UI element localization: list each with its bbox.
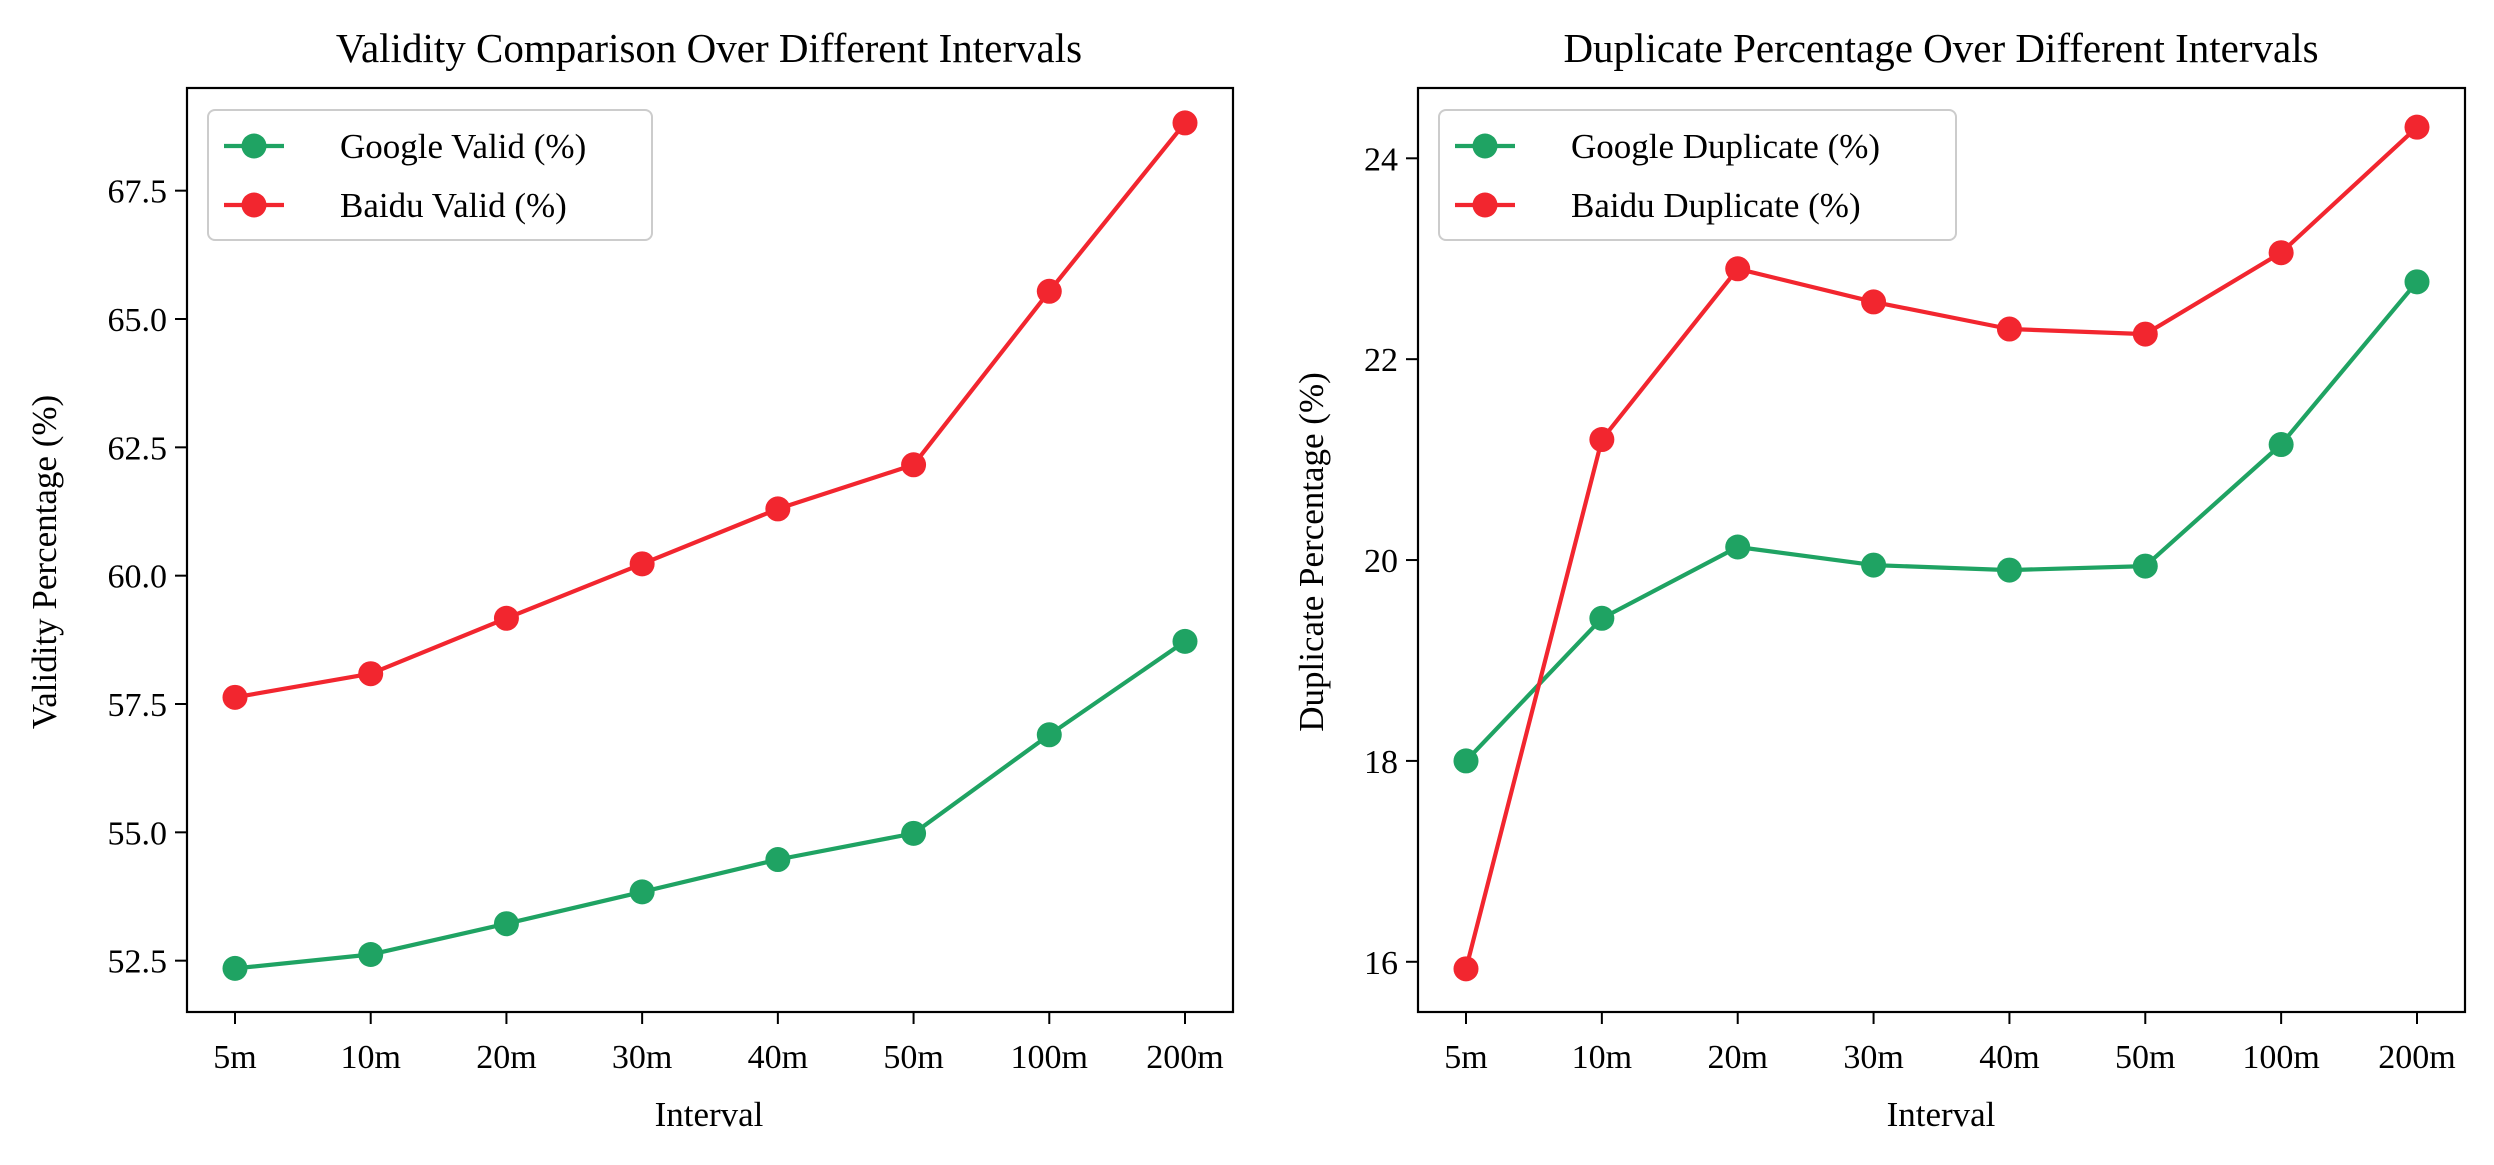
x-tick-label: 200m (2378, 1039, 2455, 1076)
y-tick-label: 67.5 (108, 174, 168, 211)
plot-frame (185, 86, 1235, 1014)
series-line-google-valid (232, 639, 1188, 971)
y-tick-label: 22 (1364, 342, 1398, 379)
data-point (1172, 110, 1198, 136)
data-point (1036, 278, 1062, 304)
y-tick-label: 62.5 (108, 430, 168, 467)
legend-label: Google Duplicate (%) (1571, 127, 1880, 166)
data-point (1453, 748, 1479, 774)
data-point (2404, 269, 2430, 295)
legend-entry: Baidu Duplicate (%) (1455, 186, 1861, 225)
legend: Google Valid (%) Baidu Valid (%) (207, 109, 653, 241)
data-point (358, 661, 384, 687)
data-point (2404, 114, 2430, 140)
series-line-google-duplicate (1463, 279, 2420, 764)
data-point (222, 955, 248, 981)
y-tick-label: 55.0 (108, 815, 168, 852)
x-tick-label: 20m (1707, 1039, 1767, 1076)
y-tick-label: 18 (1364, 744, 1398, 781)
data-point (1453, 956, 1479, 982)
data-point (2268, 432, 2294, 458)
data-point (1861, 289, 1887, 315)
legend-box (1438, 109, 1957, 241)
series-line-baidu-duplicate (1463, 125, 2420, 971)
y-axis-label: Validity Percentage (%) (25, 395, 64, 729)
plot-frame (1416, 86, 2467, 1014)
y-tick-label: 24 (1364, 141, 1398, 178)
x-tick-label: 30m (1843, 1039, 1903, 1076)
legend-entry: Baidu Valid (%) (224, 186, 567, 225)
data-point (1172, 628, 1198, 654)
data-point (765, 496, 791, 522)
legend-swatch-marker (241, 192, 267, 218)
y-tick-label: 60.0 (108, 559, 168, 596)
y-tick-label: 20 (1364, 543, 1398, 580)
axis-ticks: 5m 10m 20m 30m 40m 50m 100m 200m 16 18 20 22 24 (1364, 141, 2456, 1076)
data-point (358, 942, 384, 968)
data-point (901, 452, 927, 478)
data-point (1036, 722, 1062, 748)
x-tick-label: 5m (1444, 1039, 1487, 1076)
y-tick-label: 16 (1364, 945, 1398, 982)
legend-label: Google Valid (%) (340, 127, 586, 166)
legend-swatch-marker (1472, 133, 1498, 159)
y-tick-label: 65.0 (108, 302, 168, 339)
y-tick-label: 52.5 (108, 944, 168, 981)
x-tick-label: 200m (1146, 1039, 1223, 1076)
data-point (2132, 553, 2158, 579)
data-point (765, 847, 791, 873)
data-point (901, 820, 927, 846)
x-tick-label: 20m (476, 1039, 536, 1076)
data-point (629, 879, 655, 905)
legend: Google Duplicate (%) Baidu Duplicate (%) (1438, 109, 1957, 241)
legend-box (207, 109, 653, 241)
axis-ticks: 5m 10m 20m 30m 40m 50m 100m 200m 52.5 55.0 57.5 60.… (108, 174, 1224, 1076)
data-point (1861, 552, 1887, 578)
data-point (2132, 321, 2158, 347)
legend-entry: Google Duplicate (%) (1455, 127, 1880, 166)
x-tick-label: 40m (748, 1039, 808, 1076)
data-point (493, 911, 519, 937)
x-tick-label: 10m (340, 1039, 400, 1076)
data-point (493, 605, 519, 631)
series-markers (1453, 114, 2430, 982)
data-point (1996, 316, 2022, 342)
legend-swatch-marker (1472, 192, 1498, 218)
x-tick-label: 30m (612, 1039, 672, 1076)
x-axis-label: Interval (1887, 1095, 1996, 1134)
y-tick-label: 57.5 (108, 687, 168, 724)
x-axis-label: Interval (655, 1095, 764, 1134)
y-axis-label: Duplicate Percentage (%) (1292, 372, 1331, 732)
data-point (1996, 557, 2022, 583)
data-point (1725, 256, 1751, 282)
data-point (1589, 605, 1615, 631)
x-tick-label: 50m (2115, 1039, 2175, 1076)
x-tick-label: 100m (1011, 1039, 1088, 1076)
series-lines (232, 120, 1188, 971)
x-tick-label: 40m (1979, 1039, 2039, 1076)
series-markers (222, 110, 1198, 981)
x-tick-label: 10m (1572, 1039, 1632, 1076)
validity-chart-panel: Validity Comparison Over Different Inter… (25, 25, 1235, 1134)
series-lines (1463, 125, 2420, 971)
data-point (629, 551, 655, 577)
duplicate-chart-panel: Duplicate Percentage Over Different Inte… (1292, 25, 2467, 1134)
legend-label: Baidu Valid (%) (340, 186, 567, 225)
data-point (2268, 240, 2294, 266)
x-tick-label: 5m (213, 1039, 256, 1076)
x-tick-label: 50m (883, 1039, 943, 1076)
legend-swatch-marker (241, 133, 267, 159)
legend-entry: Google Valid (%) (224, 127, 586, 166)
data-point (1589, 427, 1615, 453)
legend-label: Baidu Duplicate (%) (1571, 186, 1861, 225)
chart-title: Validity Comparison Over Different Inter… (336, 25, 1082, 71)
series-line-baidu-valid (232, 120, 1188, 700)
data-point (1725, 534, 1751, 560)
x-tick-label: 100m (2242, 1039, 2319, 1076)
data-point (222, 684, 248, 710)
chart-title: Duplicate Percentage Over Different Inte… (1563, 25, 2318, 71)
